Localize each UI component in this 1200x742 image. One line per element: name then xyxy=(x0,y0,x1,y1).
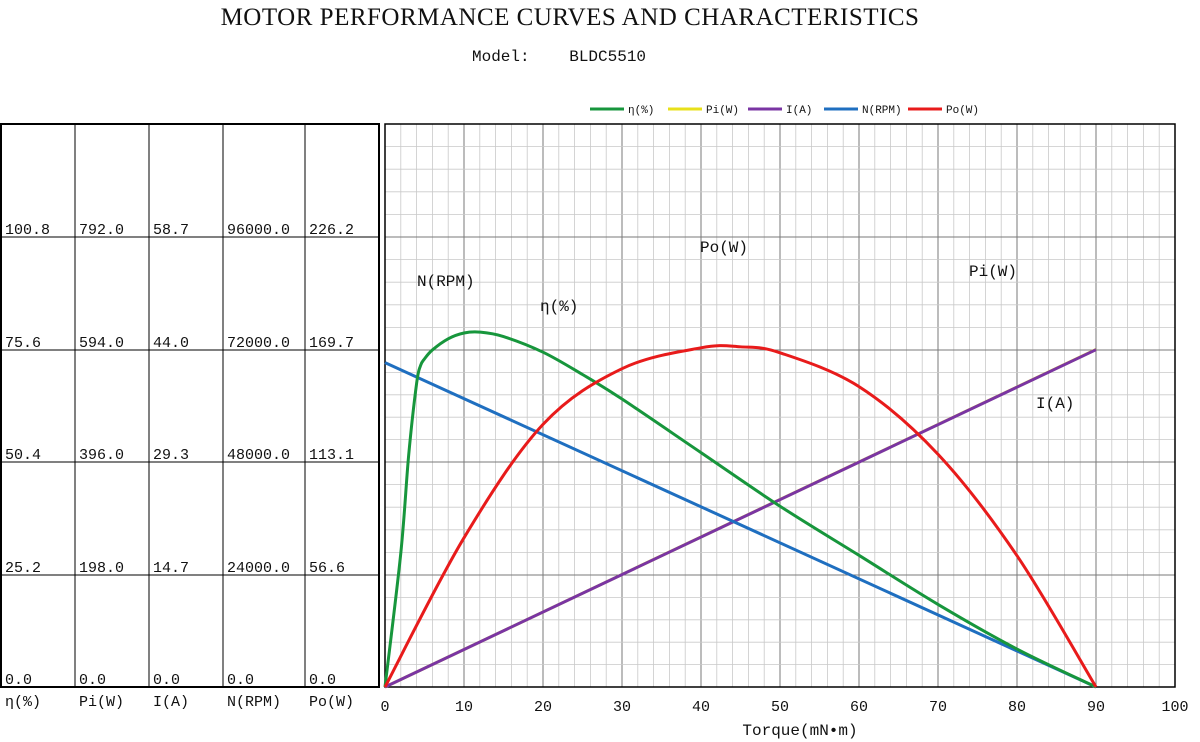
x-tick-label: 60 xyxy=(850,699,868,716)
table-column-header: I(A) xyxy=(153,694,189,711)
table-cell-value: 0.0 xyxy=(227,672,254,689)
table-cell-value: 56.6 xyxy=(309,560,345,577)
table-cell-value: 44.0 xyxy=(153,335,189,352)
annotation-n: N(RPM) xyxy=(417,273,475,291)
series-line-n xyxy=(384,361,1097,689)
table-cell-value: 25.2 xyxy=(5,560,41,577)
x-tick-label: 90 xyxy=(1087,699,1105,716)
model-label: Model: xyxy=(472,48,530,66)
x-tick-label: 20 xyxy=(534,699,552,716)
series-line-eta xyxy=(383,330,1097,689)
table-cell-value: 594.0 xyxy=(79,335,124,352)
plot-grid xyxy=(384,123,1176,688)
table-cell-value: 198.0 xyxy=(79,560,124,577)
x-tick-label: 30 xyxy=(613,699,631,716)
annotation-po: Po(W) xyxy=(700,239,748,257)
annotation-pi: Pi(W) xyxy=(969,263,1017,281)
table-cell-value: 96000.0 xyxy=(227,222,290,239)
chart-title: MOTOR PERFORMANCE CURVES AND CHARACTERIS… xyxy=(220,4,920,31)
model-value: BLDC5510 xyxy=(569,48,647,66)
legend: η(%) Pi(W) I(A) N(RPM) Po(W) xyxy=(590,105,979,117)
table-cell-value: 72000.0 xyxy=(227,335,290,352)
x-tick-label: 0 xyxy=(380,699,389,716)
series-lines xyxy=(383,330,1098,689)
table-cell-value: 100.8 xyxy=(5,222,50,239)
table-cell-value: 0.0 xyxy=(5,672,32,689)
table-cell-value: 169.7 xyxy=(309,335,354,352)
series-line-po xyxy=(383,344,1098,688)
table-column-header: N(RPM) xyxy=(227,694,281,711)
table-cell-value: 50.4 xyxy=(5,447,41,464)
x-axis: 0 10 20 30 40 50 60 70 80 90 100 Torque(mN•m) xyxy=(380,699,1188,740)
x-tick-label: 40 xyxy=(692,699,710,716)
table-cell-value: 792.0 xyxy=(79,222,124,239)
x-tick-label: 70 xyxy=(929,699,947,716)
series-annotations: N(RPM) η(%) Po(W) Pi(W) I(A) xyxy=(417,239,1074,413)
legend-label-eta: η(%) xyxy=(628,105,654,117)
legend-label-n: N(RPM) xyxy=(862,105,902,117)
table-column-header: η(%) xyxy=(5,694,41,711)
legend-label-po: Po(W) xyxy=(946,105,979,117)
table-cell-value: 75.6 xyxy=(5,335,41,352)
table-cell-value: 0.0 xyxy=(79,672,106,689)
legend-label-pi: Pi(W) xyxy=(706,105,739,117)
annotation-eta: η(%) xyxy=(540,298,578,316)
table-frame xyxy=(0,123,380,688)
table-column-header: Pi(W) xyxy=(79,694,124,711)
table-cell-value: 58.7 xyxy=(153,222,189,239)
x-tick-label: 80 xyxy=(1008,699,1026,716)
legend-label-i: I(A) xyxy=(786,105,812,117)
x-tick-label: 100 xyxy=(1161,699,1188,716)
table-cell-value: 29.3 xyxy=(153,447,189,464)
table-cell-value: 14.7 xyxy=(153,560,189,577)
table-cell-value: 0.0 xyxy=(309,672,336,689)
table-cell-value: 113.1 xyxy=(309,447,354,464)
table-cell-value: 396.0 xyxy=(79,447,124,464)
x-axis-title: Torque(mN•m) xyxy=(742,722,857,740)
model-line: Model: BLDC5510 xyxy=(472,48,646,66)
table-cell-value: 0.0 xyxy=(153,672,180,689)
table-column-header: Po(W) xyxy=(309,694,354,711)
x-tick-label: 50 xyxy=(771,699,789,716)
annotation-i: I(A) xyxy=(1036,395,1074,413)
axis-value-table: 100.8 792.0 58.7 96000.0 226.2 75.6 594.0 44.0 7… xyxy=(0,123,380,711)
table-cell-value: 226.2 xyxy=(309,222,354,239)
x-tick-label: 10 xyxy=(455,699,473,716)
table-cell-value: 48000.0 xyxy=(227,447,290,464)
plot-frame xyxy=(384,123,1176,688)
series-line-i xyxy=(384,348,1097,689)
table-cell-value: 24000.0 xyxy=(227,560,290,577)
